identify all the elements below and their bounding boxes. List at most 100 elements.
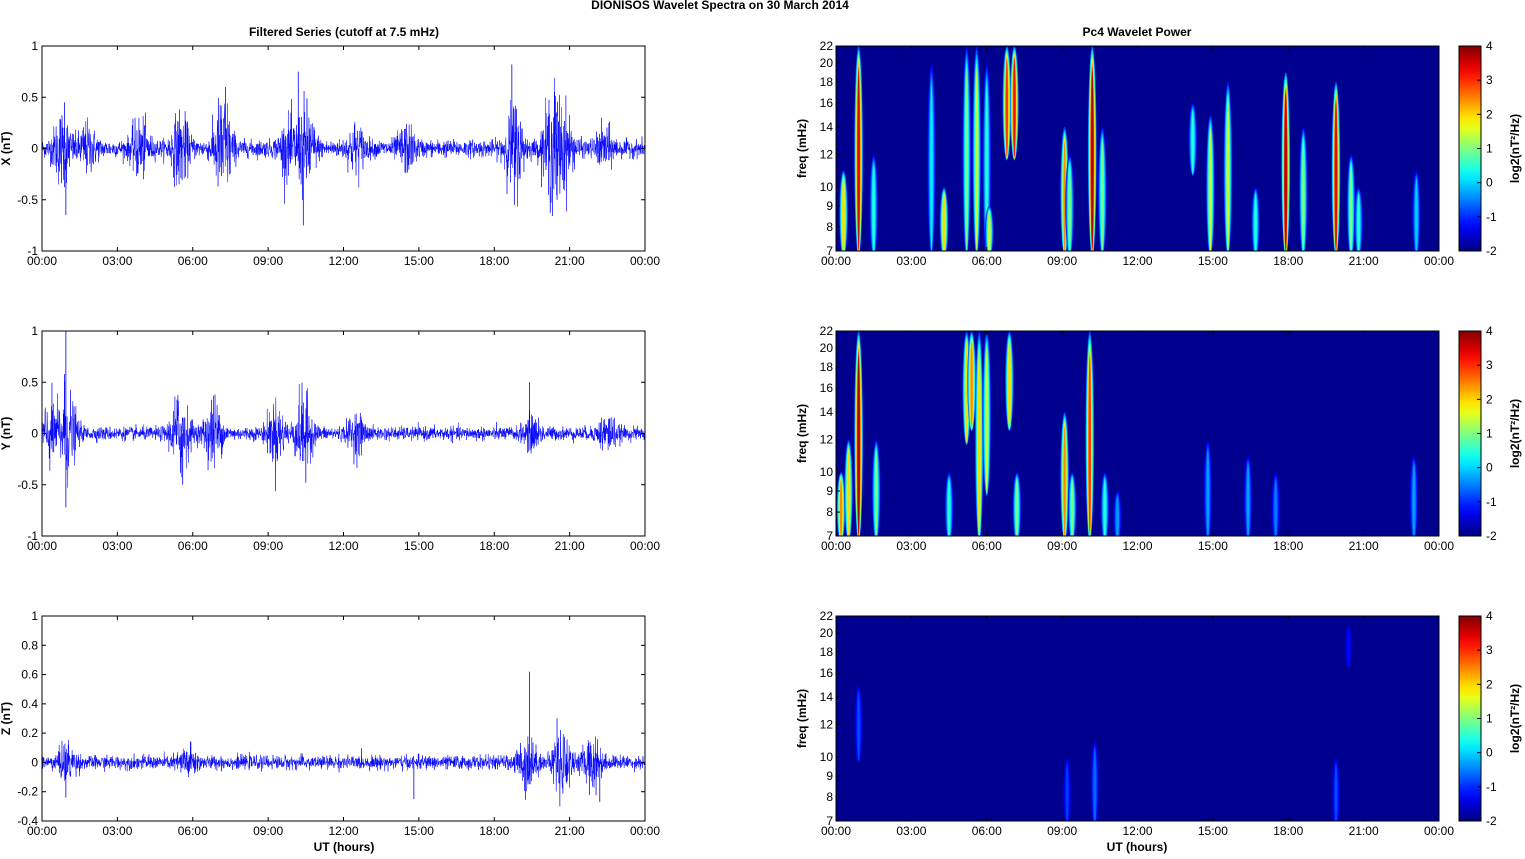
colorbar-tick-label: -2 <box>1486 244 1497 258</box>
power-blob-layer <box>1063 426 1066 536</box>
x-tick-label: 00:00 <box>27 254 57 268</box>
y-tick-label: 16 <box>820 381 834 395</box>
power-blob-layer <box>857 70 860 250</box>
x-tick-label: 09:00 <box>1047 254 1077 268</box>
power-blob-layer <box>1191 111 1194 174</box>
y-tick-label: -0.5 <box>17 193 38 207</box>
power-blob-layer <box>985 350 988 492</box>
timeseries-panel-2: -0.4 -0.2 0 0.2 0.4 0.6 0.8 1 00:00 03:00 06:00 09:… <box>0 609 660 838</box>
power-blob-layer <box>1226 102 1230 251</box>
power-blob-layer <box>872 166 875 251</box>
colorbar-tick-label: 0 <box>1486 746 1493 760</box>
power-blob-layer <box>1284 93 1287 251</box>
x-tick-label: 18:00 <box>479 824 509 838</box>
x-tick-label: 09:00 <box>1047 539 1077 553</box>
x-tick-label: 18:00 <box>1273 824 1303 838</box>
y-axis-label: freq (mHz) <box>795 404 809 463</box>
x-tick-label: 15:00 <box>404 824 434 838</box>
y-tick-label: 9 <box>826 484 833 498</box>
colorbar-tick-label: 1 <box>1486 712 1493 726</box>
y-tick-label: 20 <box>820 626 834 640</box>
y-tick-label: 22 <box>820 609 834 623</box>
series-line <box>42 729 645 807</box>
y-tick-label: 0.5 <box>21 375 38 389</box>
x-tick-label: 06:00 <box>972 539 1002 553</box>
y-tick-label: 14 <box>820 690 834 704</box>
x-tick-label: 15:00 <box>1198 824 1228 838</box>
colorbar-tick-label: 4 <box>1486 39 1493 53</box>
x-tick-label: 00:00 <box>1424 539 1454 553</box>
x-tick-label: 12:00 <box>328 824 358 838</box>
colorbar-tick-label: 3 <box>1486 643 1493 657</box>
y-tick-label: 0 <box>31 142 38 156</box>
colorbar-tick-label: -1 <box>1486 210 1497 224</box>
power-blob-layer <box>1068 166 1071 251</box>
x-tick-label: 15:00 <box>404 254 434 268</box>
x-tick-label: 00:00 <box>630 824 660 838</box>
power-blob-layer <box>1412 464 1416 536</box>
y-tick-label: 8 <box>826 505 833 519</box>
y-tick-label: -1 <box>27 244 38 258</box>
power-blob-layer <box>1103 479 1106 536</box>
y-tick-label: 12 <box>820 433 834 447</box>
colorbar-label: log2(nT²/Hz) <box>1508 684 1522 753</box>
x-tick-label: 09:00 <box>253 254 283 268</box>
y-tick-label: 0 <box>31 427 38 441</box>
x-tick-label: 00:00 <box>821 824 851 838</box>
y-tick-label: -0.5 <box>17 478 38 492</box>
y-tick-label: 1 <box>31 39 38 53</box>
power-blob-layer <box>1274 479 1277 536</box>
power-blob-layer <box>942 194 946 251</box>
power-blob-layer <box>1101 141 1104 251</box>
x-tick-label: 12:00 <box>1122 539 1152 553</box>
x-tick-label: 00:00 <box>1424 824 1454 838</box>
power-blob-layer <box>930 85 933 251</box>
y-tick-label: -0.2 <box>17 785 38 799</box>
timeseries-panel-1: -1 -0.5 0 0.5 1 00:00 03:00 06:00 09:00 12:00 15:0… <box>0 324 660 553</box>
colorbar-tick-label: -1 <box>1486 495 1497 509</box>
y-tick-label: 8 <box>826 790 833 804</box>
colorbar-label: log2(nT²/Hz) <box>1508 399 1522 468</box>
x-tick-label: 09:00 <box>253 824 283 838</box>
x-tick-label: 00:00 <box>630 254 660 268</box>
x-tick-label: 03:00 <box>102 539 132 553</box>
power-blob-layer <box>1254 194 1257 251</box>
power-blob-layer <box>1065 764 1069 821</box>
y-tick-label: 16 <box>820 666 834 680</box>
y-tick-label: 9 <box>826 769 833 783</box>
y-tick-label: 1 <box>31 324 38 338</box>
colorbar-tick-label: -1 <box>1486 780 1497 794</box>
colorbar-tick-label: 3 <box>1486 73 1493 87</box>
y-tick-label: 10 <box>820 465 834 479</box>
y-tick-label: 10 <box>820 750 834 764</box>
power-blob-layer <box>1088 355 1091 535</box>
x-tick-label: 03:00 <box>896 539 926 553</box>
x-tick-label: 21:00 <box>555 254 585 268</box>
colorbar-tick-label: 1 <box>1486 427 1493 441</box>
colorbar-tick-label: 2 <box>1486 107 1493 121</box>
x-tick-label: 12:00 <box>1122 824 1152 838</box>
colorbar-tick-label: 4 <box>1486 324 1493 338</box>
colorbar-tick-label: 3 <box>1486 358 1493 372</box>
power-blob-layer <box>1357 194 1360 251</box>
x-tick-label: 09:00 <box>253 539 283 553</box>
x-tick-label: 03:00 <box>102 254 132 268</box>
power-blob-layer <box>1302 141 1305 251</box>
right-xlabel: UT (hours) <box>1107 840 1168 854</box>
x-tick-label: 06:00 <box>178 254 208 268</box>
y-axis-label: Y (nT) <box>0 417 13 451</box>
y-tick-label: 22 <box>820 324 834 338</box>
power-blob-layer <box>857 693 860 761</box>
y-tick-label: 0.5 <box>21 90 38 104</box>
x-tick-label: 12:00 <box>1122 254 1152 268</box>
series-line <box>42 381 645 492</box>
colorbar-tick-label: -2 <box>1486 529 1497 543</box>
colorbar-tick-label: 4 <box>1486 609 1493 623</box>
y-axis-label: X (nT) <box>0 132 13 166</box>
y-tick-label: 14 <box>820 120 834 134</box>
y-tick-label: 7 <box>826 814 833 828</box>
x-tick-label: 21:00 <box>555 539 585 553</box>
x-tick-label: 03:00 <box>102 824 132 838</box>
